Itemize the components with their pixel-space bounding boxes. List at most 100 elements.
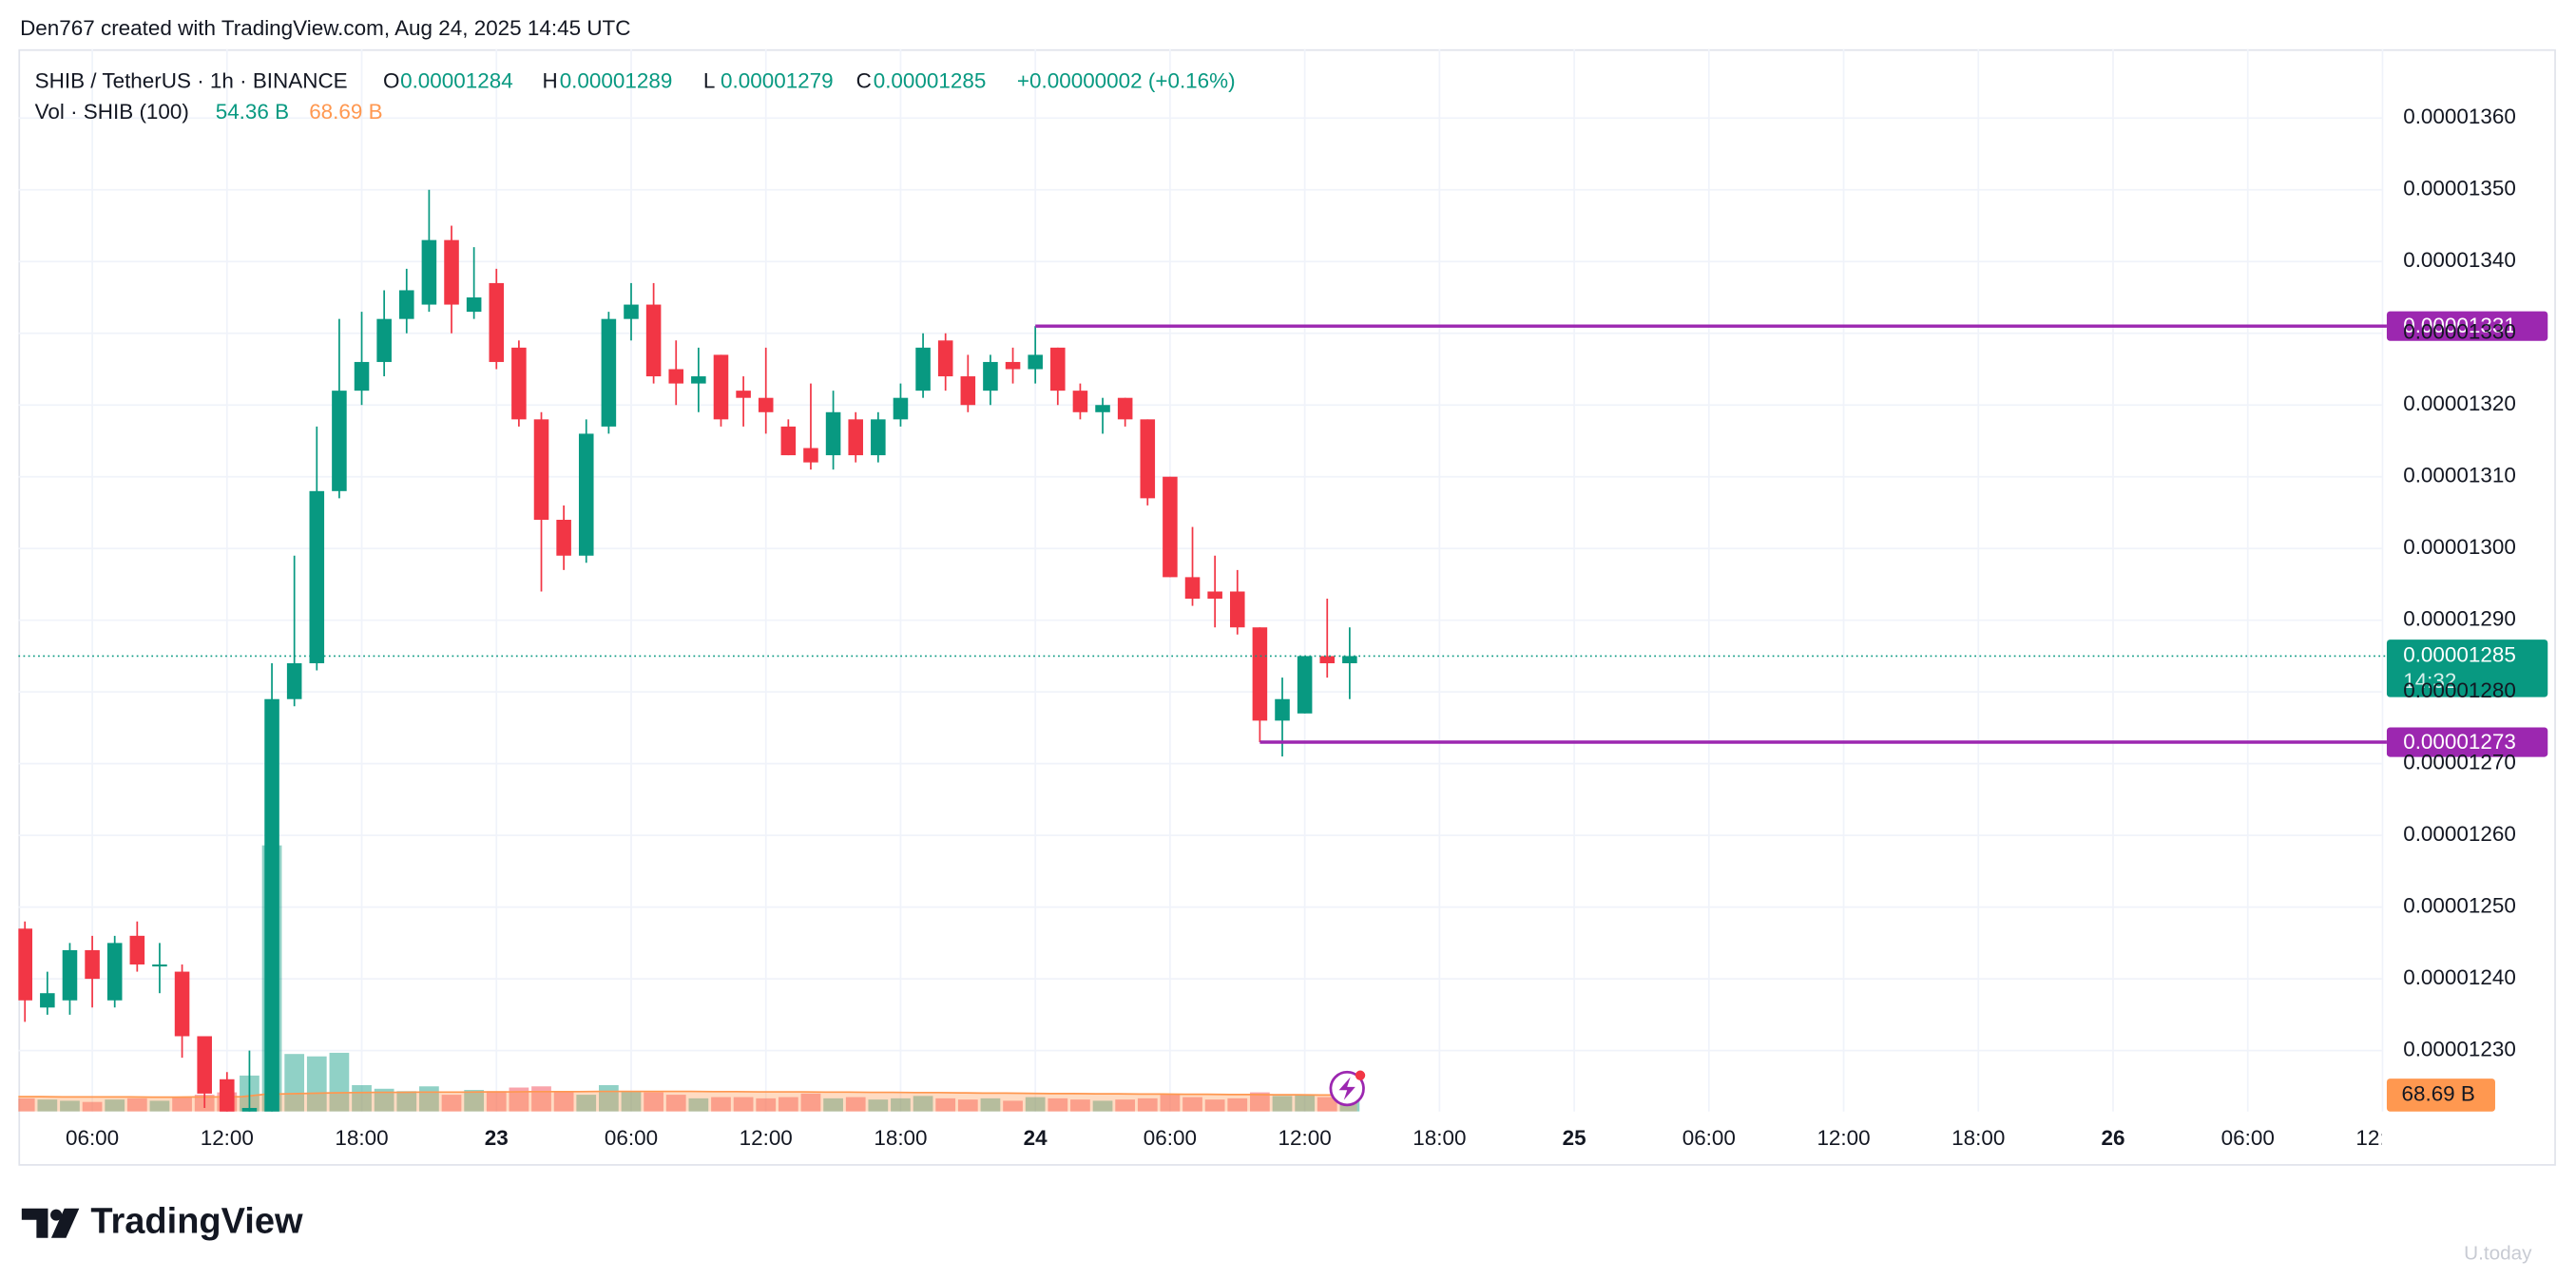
x-tick-label: 25 xyxy=(1563,1126,1586,1150)
volume-bar xyxy=(665,1095,686,1112)
volume-bar xyxy=(576,1095,597,1112)
candle-body xyxy=(960,376,976,406)
candle-body xyxy=(533,419,549,521)
x-tick-label: 12:00 xyxy=(201,1126,254,1150)
candle-body xyxy=(220,1079,235,1112)
volume-bar xyxy=(464,1090,485,1112)
volume-bar xyxy=(980,1098,1001,1112)
volume-bar xyxy=(935,1098,956,1112)
candle-body xyxy=(578,433,594,556)
x-tick-label: 24 xyxy=(1024,1126,1048,1150)
volume-bar xyxy=(957,1099,978,1112)
candle-body xyxy=(286,662,302,699)
level-label: 0.00001331 xyxy=(2403,314,2516,337)
y-tick-label: 0.00001290 xyxy=(2403,607,2516,631)
candle-body xyxy=(983,361,998,391)
volume-bar xyxy=(891,1098,911,1112)
candle-body xyxy=(1275,698,1290,721)
level-label-box xyxy=(2386,727,2548,757)
x-tick-label: 26 xyxy=(2102,1126,2125,1150)
volume-bar xyxy=(778,1097,798,1112)
volume-bar xyxy=(756,1098,777,1112)
x-tick-label: 18:00 xyxy=(335,1126,388,1150)
volume-bar xyxy=(396,1091,417,1112)
candle-body xyxy=(174,971,190,1037)
volume-bar xyxy=(1003,1100,1023,1112)
volume-title: Vol · SHIB (100) xyxy=(35,100,189,124)
x-tick-label: 18:00 xyxy=(1951,1126,2005,1150)
volume-bar xyxy=(1250,1092,1270,1112)
volume-bar xyxy=(688,1098,709,1112)
volume-bar xyxy=(306,1056,327,1112)
y-tick-label: 0.00001360 xyxy=(2403,105,2516,128)
ohlc-key: C xyxy=(856,68,872,92)
y-tick-label: 0.00001340 xyxy=(2403,248,2516,272)
volume-bar xyxy=(284,1054,305,1112)
volume-ma-line xyxy=(18,1090,1343,1098)
volume-bar xyxy=(1092,1100,1113,1112)
x-tick-label: 12:00 xyxy=(1278,1126,1332,1150)
candle-body xyxy=(803,448,818,463)
volume-bar xyxy=(644,1092,663,1112)
volume-bar xyxy=(329,1052,350,1112)
ohlc-value: 0.00001284 xyxy=(400,68,513,92)
y-tick-label: 0.00001230 xyxy=(2403,1038,2516,1061)
candle-body xyxy=(848,419,863,456)
level-label-box xyxy=(2386,311,2548,341)
x-tick-label: 06:00 xyxy=(1144,1126,1197,1150)
candle-body xyxy=(1319,656,1336,663)
candle-body xyxy=(62,949,78,1001)
volume-bar xyxy=(1182,1097,1202,1112)
volume-bar xyxy=(1295,1095,1316,1112)
volume-bar xyxy=(37,1099,58,1112)
volume-ma-axis-label: 68.69 B xyxy=(2401,1081,2474,1105)
candle-body xyxy=(1117,397,1133,420)
volume-bar xyxy=(82,1101,103,1112)
alert-icon xyxy=(1329,1070,1366,1107)
x-tick-label: 06:00 xyxy=(605,1126,658,1150)
volume-bar xyxy=(441,1095,462,1112)
volume-bar xyxy=(868,1099,889,1112)
attribution: Den767 created with TradingView.com, Aug… xyxy=(20,16,630,40)
x-tick-label: 12:00 xyxy=(1817,1126,1870,1150)
candle-body xyxy=(399,290,414,319)
chart-title: SHIB / TetherUS · 1h · BINANCE xyxy=(35,68,348,92)
candle-body xyxy=(466,297,482,313)
candle-body xyxy=(1028,354,1043,370)
y-tick-label: 0.00001270 xyxy=(2403,751,2516,774)
ohlc-value: 0.00001285 xyxy=(874,68,987,92)
volume-ma-box xyxy=(2386,1079,2495,1112)
candle-body xyxy=(197,1036,212,1094)
volume-bar xyxy=(1227,1098,1248,1112)
x-tick-label: 18:00 xyxy=(874,1126,927,1150)
volume-bar xyxy=(1272,1096,1293,1112)
candle-body xyxy=(645,304,662,377)
y-tick-label: 0.00001300 xyxy=(2403,535,2516,559)
candle-body xyxy=(1252,627,1268,721)
volume-bar xyxy=(1204,1099,1225,1112)
candle-body xyxy=(85,949,100,980)
candle-body xyxy=(376,318,392,362)
candle-body xyxy=(1342,656,1357,663)
x-axis: 06:00 12:00 18:00 23 06:00 12:00 18:00 24 06:00 1… xyxy=(66,1126,2409,1150)
volume-bar xyxy=(1070,1099,1090,1112)
frame xyxy=(18,48,2556,1166)
candle-body xyxy=(1072,391,1088,412)
candle-body xyxy=(893,397,909,420)
x-tick-label: 12:00 xyxy=(740,1126,793,1150)
x-tick-label: 06:00 xyxy=(1682,1126,1736,1150)
candle-body xyxy=(713,354,729,420)
candle-body xyxy=(40,993,55,1008)
candle-body xyxy=(444,239,459,305)
volume-bar xyxy=(1115,1099,1136,1112)
volume-bar xyxy=(105,1099,125,1112)
candle-body xyxy=(624,304,639,319)
x-tick-label: 12:00 xyxy=(2355,1126,2409,1150)
volume-bar xyxy=(800,1093,821,1112)
ohlc-value: 0.00001279 xyxy=(721,68,834,92)
overlays: 0.00001331 0.00001273 0.00001285 14:32 68.69… xyxy=(18,311,2548,1112)
change: +0.00000002 (+0.16%) xyxy=(1017,68,1236,92)
ohlc-key: H xyxy=(543,68,558,92)
